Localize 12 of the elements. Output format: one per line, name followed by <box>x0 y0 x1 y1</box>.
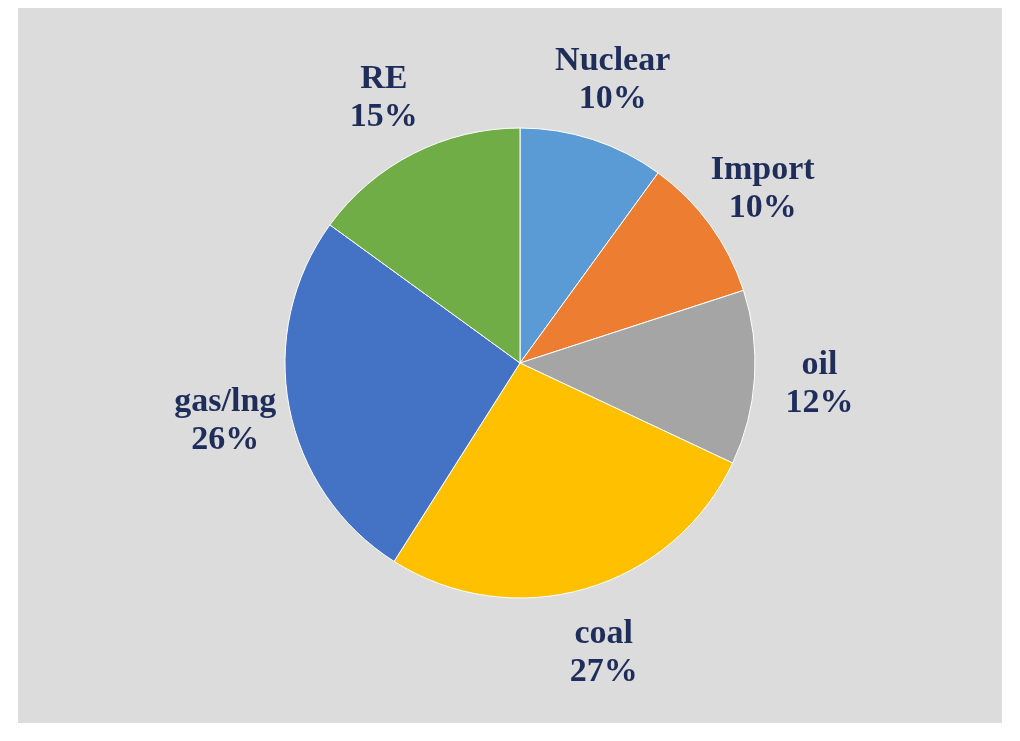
data-label: 10% <box>728 186 797 224</box>
data-label: 27% <box>569 651 638 689</box>
slice-label: coal <box>574 613 633 651</box>
data-label: 12% <box>785 381 854 419</box>
data-label: 26% <box>191 419 260 457</box>
data-label: 10% <box>578 77 647 115</box>
slice-label: RE <box>360 57 408 95</box>
slice-label: Import <box>710 148 816 186</box>
slice-label: Nuclear <box>555 39 671 77</box>
slice-label: oil <box>801 343 838 381</box>
slice-label: gas/lng <box>174 381 277 419</box>
data-label: 15% <box>349 95 418 133</box>
